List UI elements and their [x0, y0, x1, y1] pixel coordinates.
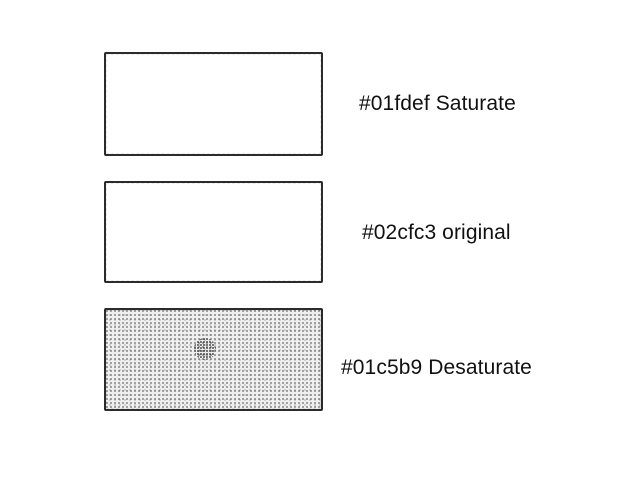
original-color-label: #02cfc3 original	[362, 221, 511, 244]
dither-texture	[194, 338, 216, 360]
desaturate-color-swatch	[104, 308, 323, 411]
saturate-color-label: #01fdef Saturate	[359, 92, 516, 115]
original-color-swatch	[104, 181, 323, 283]
saturate-color-swatch	[104, 52, 323, 156]
desaturate-color-label: #01c5b9 Desaturate	[341, 356, 532, 379]
